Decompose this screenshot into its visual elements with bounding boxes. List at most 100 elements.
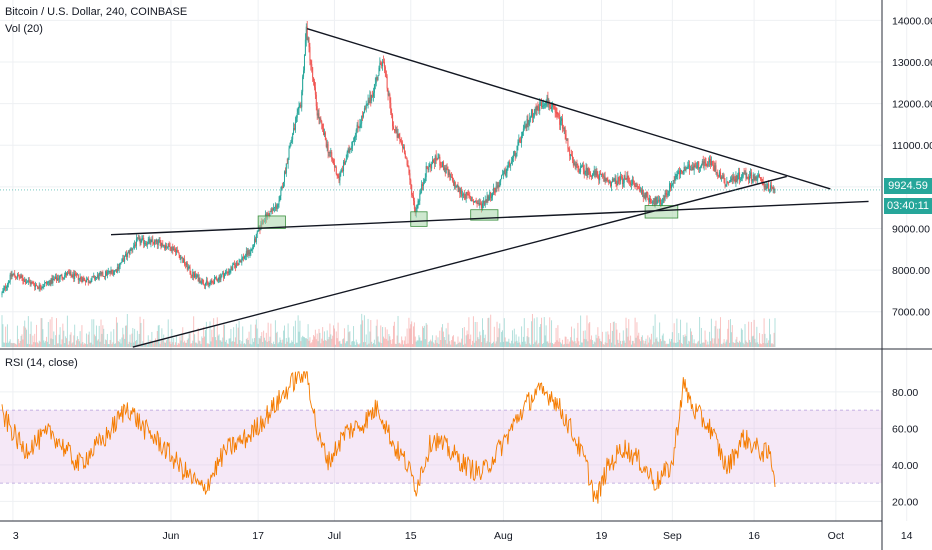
volume-bar <box>139 316 141 347</box>
volume-bar <box>91 319 93 347</box>
candle-body <box>176 250 178 251</box>
volume-bar <box>278 342 280 347</box>
volume-bar <box>710 318 712 347</box>
rsi-tick-label: 40.00 <box>892 460 918 472</box>
candle-body <box>99 272 101 275</box>
volume-bar <box>392 325 394 347</box>
candle-body <box>458 188 460 192</box>
volume-bar <box>517 342 519 347</box>
candle-body <box>595 170 597 176</box>
candle-body <box>364 108 366 110</box>
candle-body <box>377 75 379 80</box>
volume-bar <box>211 329 213 347</box>
volume-bar <box>311 342 313 347</box>
candle-body <box>317 113 319 116</box>
candle-body <box>297 109 299 114</box>
volume-bar <box>638 332 640 347</box>
candle-body <box>293 128 295 130</box>
volume-bar <box>184 340 186 347</box>
candle-body <box>43 285 45 287</box>
volume-bar <box>164 342 166 347</box>
candle-body <box>353 137 355 142</box>
candle-body <box>655 197 657 205</box>
volume-bar <box>513 328 515 347</box>
volume-bar <box>440 340 442 347</box>
time-tick-label: 15 <box>405 530 417 542</box>
volume-bar <box>18 343 20 347</box>
candle-body <box>645 192 647 199</box>
candle-body <box>67 272 69 274</box>
candle-body <box>119 263 121 267</box>
volume-bar <box>1 315 3 347</box>
volume-bar <box>111 344 113 347</box>
candle-body <box>306 26 308 40</box>
volume-bar <box>657 341 659 347</box>
candle-body <box>729 180 731 182</box>
candle-body <box>96 275 98 278</box>
candle-body <box>616 183 618 186</box>
candle-body <box>563 127 565 129</box>
volume-bar <box>265 332 267 347</box>
candle-body <box>203 283 205 285</box>
candle-body <box>174 248 176 253</box>
rsi-label[interactable]: RSI (14, close) <box>5 357 78 369</box>
volume-bar <box>214 337 216 347</box>
candle-body <box>166 247 168 249</box>
candle-body <box>315 94 317 107</box>
candle-body <box>643 194 645 198</box>
candle-body <box>323 132 325 135</box>
candle-body <box>599 173 601 181</box>
volume-bar <box>331 338 333 347</box>
candle-body <box>691 166 693 171</box>
volume-bar <box>283 325 285 347</box>
candle-body <box>475 201 477 204</box>
candle-body <box>59 275 61 279</box>
volume-bar <box>117 340 119 347</box>
candle-body <box>31 281 33 283</box>
volume-bar <box>22 339 24 347</box>
volume-bar <box>588 323 590 347</box>
volume-bar <box>722 342 724 347</box>
candle-body <box>695 167 697 169</box>
volume-bar <box>522 336 524 347</box>
candle-body <box>20 275 22 279</box>
volume-bar <box>233 327 235 347</box>
volume-bar <box>743 344 745 347</box>
candle-body <box>722 175 724 179</box>
candle-body <box>288 148 290 158</box>
candle-body <box>355 129 357 137</box>
volume-bar <box>160 341 162 347</box>
volume-bar <box>769 334 771 347</box>
candle-body <box>469 195 471 198</box>
volume-bar <box>691 334 693 347</box>
candle-body <box>422 184 424 186</box>
candle-body <box>157 240 159 245</box>
volume-bar <box>428 341 430 347</box>
volume-bar <box>384 327 386 347</box>
volume-bar <box>509 342 511 347</box>
candle-body <box>25 279 27 284</box>
candle-body <box>194 273 196 277</box>
volume-bar <box>571 326 573 347</box>
candle-body <box>660 199 662 205</box>
volume-bar <box>578 341 580 347</box>
candle-body <box>516 145 518 154</box>
volume-bar <box>680 319 682 347</box>
candle-body <box>690 169 692 171</box>
volume-bar <box>231 341 233 347</box>
volume-bar <box>353 326 355 347</box>
volume-bar <box>715 320 717 347</box>
candle-body <box>383 61 384 63</box>
volume-bar <box>208 344 210 347</box>
candle-body <box>648 198 650 202</box>
candle-body <box>9 274 11 282</box>
volume-bar <box>313 335 315 347</box>
volume-bar <box>665 344 667 347</box>
volume-bar <box>602 343 604 347</box>
candle-body <box>327 144 329 153</box>
volume-label[interactable]: Vol (20) <box>5 23 43 35</box>
candle-body <box>359 124 361 128</box>
chart-title[interactable]: Bitcoin / U.S. Dollar, 240, COINBASE <box>5 6 188 18</box>
volume-bar <box>402 340 404 347</box>
